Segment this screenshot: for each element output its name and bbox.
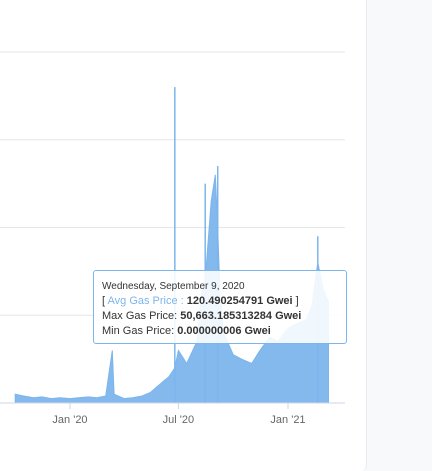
tooltip-max-value: 50,663.185313284 Gwei — [180, 310, 302, 322]
tooltip-max-label: Max Gas Price: — [102, 310, 178, 322]
tooltip-date: Wednesday, September 9, 2020 — [102, 281, 245, 292]
tooltip-open-bracket: [ — [102, 295, 106, 307]
chart-card: Jan '20 Jul '20 Jan '21 Wednesday, Septemb… — [0, 0, 367, 471]
tooltip-min-row: Min Gas Price: 0.000000006 Gwei — [102, 324, 346, 339]
tooltip-avg-row: [ Avg Gas Price : 120.490254791 Gwei ] — [102, 294, 346, 309]
x-tick-label: Jan '21 — [270, 414, 305, 426]
tooltip: Wednesday, September 9, 2020 [ Avg Gas P… — [93, 270, 347, 344]
gas-price-chart[interactable]: Jan '20 Jul '20 Jan '21 — [0, 0, 366, 471]
tooltip-min-value: 0.000000006 Gwei — [177, 325, 271, 337]
tooltip-min-label: Min Gas Price: — [102, 325, 175, 337]
tooltip-avg-value: 120.490254791 Gwei — [186, 295, 293, 307]
tooltip-max-row: Max Gas Price: 50,663.185313284 Gwei — [102, 309, 346, 324]
x-tick-label: Jan '20 — [52, 414, 87, 426]
x-axis-ticks: Jan '20 Jul '20 Jan '21 — [52, 403, 306, 426]
x-tick-label: Jul '20 — [163, 414, 194, 426]
tooltip-close-bracket: ] — [295, 295, 299, 307]
tooltip-series-label: Avg Gas Price : — [107, 295, 184, 307]
